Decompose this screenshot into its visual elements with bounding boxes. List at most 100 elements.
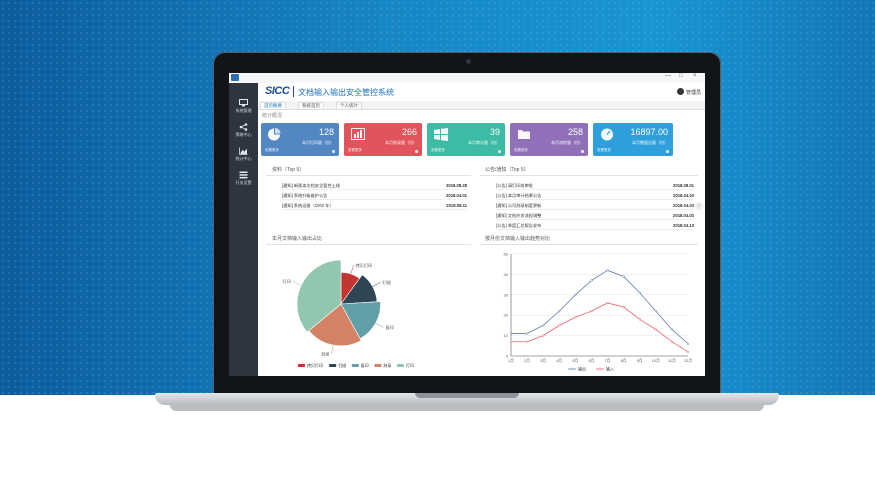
stat-card-burn[interactable]: 266 本月刻录量（份） 查看更多 [344, 123, 422, 156]
data-point[interactable] [606, 269, 609, 272]
news-item[interactable]: [通知] 系统运维（2002 年） 2018.08.11 [282, 203, 467, 210]
pie-chart-title: 本月文档输入输出占比 [272, 236, 323, 242]
news-date: 2018.08.11 [446, 203, 467, 208]
tab-overview[interactable]: 首页概要 [260, 102, 286, 110]
stat-card-total[interactable]: 16897.00 本月数据总量（份） 查看更多 [593, 123, 673, 156]
news-text[interactable]: [通知] 新版本文档安全管控上线 [282, 183, 340, 188]
data-point[interactable] [509, 340, 513, 343]
series-line[interactable] [511, 269, 689, 345]
maximize-button[interactable]: □ [679, 73, 683, 79]
data-point[interactable] [542, 334, 545, 337]
data-point[interactable] [654, 328, 657, 331]
user-name[interactable]: 管理员 [686, 90, 702, 96]
legend-marker [598, 367, 602, 371]
data-point[interactable] [622, 275, 625, 278]
sidebar-item-system[interactable]: 系统管理 [229, 97, 258, 119]
legend-label[interactable]: 复印 [361, 362, 369, 368]
legend-swatch[interactable] [329, 364, 337, 367]
legend-swatch[interactable] [298, 364, 305, 367]
notice-date: 2018.04.13 [673, 223, 694, 228]
data-point[interactable] [654, 309, 657, 313]
legend-label[interactable]: 扫描 [338, 362, 346, 368]
card-more-link[interactable]: 查看更多 [514, 148, 528, 152]
stat-card-print[interactable]: 128 本月打印量（份） 查看更多 [261, 123, 339, 156]
legend-label[interactable]: 输出 [578, 366, 586, 372]
arrow-circle-icon[interactable] [498, 150, 501, 153]
series-line[interactable] [511, 302, 689, 353]
data-point[interactable] [686, 350, 690, 354]
notice-item[interactable]: [公告] 请打印前审批 2018.08.01 [496, 183, 694, 190]
notice-text[interactable]: [公告] 本月审计结果公告 [496, 193, 542, 198]
pie-slice[interactable] [340, 301, 381, 340]
section-divider [480, 175, 698, 176]
notice-item[interactable]: [公告] 本月审计结果公告 2018.04.03 [496, 193, 694, 200]
arrow-circle-icon[interactable] [666, 150, 669, 153]
data-point[interactable] [558, 309, 561, 313]
sidebar-item-stats[interactable]: 统计中心 [229, 145, 258, 167]
data-point[interactable] [542, 324, 545, 327]
tab-home[interactable]: 系统首页 [298, 102, 324, 110]
data-point[interactable] [638, 291, 641, 294]
notice-text[interactable]: [通知] 公司刻录制度更新 [496, 203, 542, 208]
data-point[interactable] [525, 332, 529, 335]
news-text[interactable]: [通知] 系统运维（2002 年） [282, 203, 334, 208]
minimize-button[interactable]: — [665, 73, 671, 79]
legend-label[interactable]: 拷贝打印 [307, 362, 323, 368]
sidebar-item-policy[interactable]: 策略中心 [229, 121, 258, 143]
notice-date: 2018.04.03 [673, 203, 694, 208]
x-tick-label: 5月 [572, 358, 578, 363]
y-tick-label: 0 [506, 354, 509, 359]
card-label: 本月打印量（份） [302, 140, 334, 145]
data-point[interactable] [525, 340, 529, 343]
stat-card-audit[interactable]: 39 本月审计量（份） 查看更多 [427, 123, 505, 156]
card-more-link[interactable]: 查看更多 [431, 148, 445, 152]
arrow-circle-icon[interactable] [581, 150, 584, 153]
laptop-base [155, 393, 779, 405]
data-point[interactable] [558, 324, 561, 327]
scroll-handle[interactable]: › [695, 202, 703, 210]
card-more-link[interactable]: 查看更多 [597, 148, 611, 152]
notice-text[interactable]: [公告] 请打印前审批 [496, 183, 533, 188]
close-button[interactable]: × [693, 73, 697, 79]
arrow-circle-icon[interactable] [415, 150, 418, 153]
legend-swatch[interactable] [374, 364, 382, 367]
pie-slice[interactable] [296, 259, 342, 333]
data-point[interactable] [590, 279, 593, 282]
notice-item[interactable]: [通知] 公司刻录制度更新 2018.04.03 [496, 203, 694, 210]
data-point[interactable] [606, 301, 609, 305]
avatar[interactable] [677, 88, 684, 95]
data-point[interactable] [574, 293, 577, 296]
news-date: 2018.08.28 [446, 183, 467, 188]
stat-card-transfer[interactable]: 258 本月流转量（份） 查看更多 [510, 123, 588, 156]
news-item[interactable]: [通知] 系统升级维护公告 2018.04.01 [282, 193, 467, 200]
pie-slice-label: 扫描 [383, 279, 391, 286]
news-text[interactable]: [通知] 系统升级维护公告 [282, 193, 328, 198]
legend-swatch[interactable] [351, 364, 359, 367]
data-point[interactable] [590, 309, 593, 313]
notice-text[interactable]: [通知] 文档外发流程调整 [496, 213, 542, 218]
data-point[interactable] [670, 328, 674, 331]
notice-item[interactable]: [通知] 文档外发流程调整 2018.04.03 [496, 213, 694, 220]
tab-personal[interactable]: 个人统计 [336, 102, 362, 110]
sidebar-item-settings[interactable]: 开关设置 [229, 169, 258, 191]
notice-item[interactable]: [公告] 季度汇总报告发布 2018.04.13 [496, 223, 694, 230]
news-item[interactable]: [通知] 新版本文档安全管控上线 2018.08.28 [282, 183, 467, 190]
legend-swatch[interactable] [397, 364, 404, 367]
legend-label[interactable]: 打印 [406, 362, 414, 368]
tab-bar: 首页概要 系统首页 个人统计 [258, 101, 705, 110]
notice-text[interactable]: [公告] 季度汇总报告发布 [496, 223, 542, 228]
data-point[interactable] [670, 340, 674, 343]
card-more-link[interactable]: 查看更多 [348, 148, 362, 152]
x-tick-label: 10月 [652, 358, 660, 363]
data-point[interactable] [638, 318, 641, 321]
legend-label[interactable]: 输入 [606, 366, 614, 372]
arrow-circle-icon[interactable] [332, 150, 335, 153]
card-value: 266 [401, 127, 417, 137]
pie-slice[interactable] [308, 303, 362, 347]
data-point[interactable] [574, 316, 577, 319]
card-more-link[interactable]: 查看更多 [265, 148, 279, 152]
data-point[interactable] [622, 305, 625, 309]
legend-label[interactable]: 刻录 [383, 362, 391, 368]
data-point[interactable] [686, 342, 690, 345]
data-point[interactable] [509, 332, 513, 335]
